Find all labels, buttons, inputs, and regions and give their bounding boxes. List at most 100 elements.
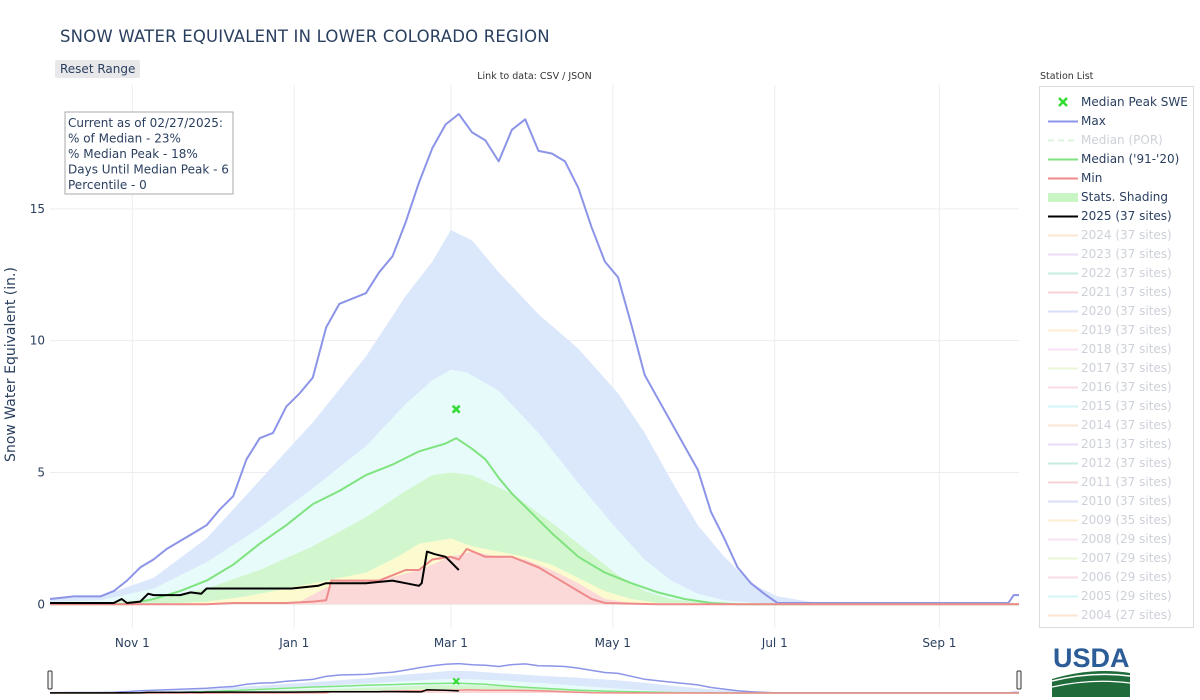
legend-item-2010-37-sites[interactable]: 2010 (37 sites): [1040, 492, 1193, 511]
legend-item-2023-37-sites[interactable]: 2023 (37 sites): [1040, 245, 1193, 264]
legend-symbol: [1048, 291, 1078, 294]
legend-symbol: [1048, 177, 1078, 180]
legend-item-2009-35-sites[interactable]: 2009 (35 sites): [1040, 511, 1193, 530]
legend-item-2019-37-sites[interactable]: 2019 (37 sites): [1040, 321, 1193, 340]
x-tick-label: Mar 1: [434, 636, 468, 650]
legend-symbol: [1048, 443, 1078, 446]
x-tick-label: Jan 1: [278, 636, 309, 650]
legend-label: Median (POR): [1081, 133, 1163, 147]
legend-item-2020-37-sites[interactable]: 2020 (37 sites): [1040, 302, 1193, 321]
legend-item-2015-37-sites[interactable]: 2015 (37 sites): [1040, 397, 1193, 416]
series-line-median-91-20: [50, 437, 1019, 606]
info-box-line: % Median Peak - 18%: [68, 147, 198, 161]
legend-label: 2018 (37 sites): [1081, 342, 1172, 356]
legend-item-median-91-20[interactable]: Median ('91-'20): [1040, 150, 1193, 169]
legend-item-2021-37-sites[interactable]: 2021 (37 sites): [1040, 283, 1193, 302]
legend-label: 2004 (27 sites): [1081, 608, 1172, 622]
legend-item-2024-37-sites[interactable]: 2024 (37 sites): [1040, 226, 1193, 245]
legend-item-2022-37-sites[interactable]: 2022 (37 sites): [1040, 264, 1193, 283]
legend-item-2004-27-sites[interactable]: 2004 (27 sites): [1040, 606, 1193, 625]
legend-symbol: [1048, 405, 1078, 408]
stats-band-p90: [50, 369, 1019, 605]
legend-item-2013-37-sites[interactable]: 2013 (37 sites): [1040, 435, 1193, 454]
range-band-p90: [50, 678, 1019, 693]
info-box-line: Current as of 02/27/2025:: [68, 116, 223, 130]
legend-symbol: [1048, 462, 1078, 465]
legend-symbol: [1048, 519, 1078, 522]
legend-band: [1048, 193, 1078, 202]
y-axis-title: Snow Water Equivalent (in.): [3, 267, 19, 462]
legend-item-median-peak-swe[interactable]: Median Peak SWE: [1040, 93, 1193, 112]
legend-item-2014-37-sites[interactable]: 2014 (37 sites): [1040, 416, 1193, 435]
x-tick-label: Nov 1: [115, 636, 150, 650]
swe-chart[interactable]: Nov 1 Jan 1 Mar 1 May 1 Jul 1 Sep 1 0 5 10 15 Snow…: [0, 0, 1030, 655]
legend-item-2017-37-sites[interactable]: 2017 (37 sites): [1040, 359, 1193, 378]
legend-symbol: [1048, 500, 1078, 503]
range-band-p70: [50, 685, 1019, 693]
legend-item-2008-29-sites[interactable]: 2008 (29 sites): [1040, 530, 1193, 549]
legend-item-2005-29-sites[interactable]: 2005 (29 sites): [1040, 587, 1193, 606]
legend-label: 2025 (37 sites): [1081, 209, 1172, 223]
csv-link[interactable]: CSV: [539, 71, 560, 82]
reset-range-button[interactable]: Reset Range: [55, 60, 141, 78]
legend-item-max[interactable]: Max: [1040, 112, 1193, 131]
legend-label: 2005 (29 sites): [1081, 589, 1172, 603]
y-tick-label: 15: [30, 202, 45, 216]
legend-item-min[interactable]: Min: [1040, 169, 1193, 188]
legend-x-mark: [1058, 97, 1068, 107]
legend-item-2012-37-sites[interactable]: 2012 (37 sites): [1040, 454, 1193, 473]
legend-item-2011-37-sites[interactable]: 2011 (37 sites): [1040, 473, 1193, 492]
x-tick-label: May 1: [595, 636, 631, 650]
legend-symbol: [1048, 329, 1078, 332]
legend-symbol: [1048, 424, 1078, 427]
legend-symbol: [1048, 215, 1078, 218]
legend-symbol: [1048, 158, 1078, 161]
range-slider[interactable]: [0, 658, 1030, 700]
legend-item-2018-37-sites[interactable]: 2018 (37 sites): [1040, 340, 1193, 359]
legend-symbol: [1048, 367, 1078, 370]
y-tick-label: 5: [37, 465, 45, 479]
legend-symbol: [1048, 234, 1078, 237]
legend-label: 2013 (37 sites): [1081, 437, 1172, 451]
legend-symbol: [1048, 348, 1078, 351]
stats-band-min-fill: [50, 551, 1019, 605]
data-link-separator: /: [562, 71, 566, 82]
info-box: Current as of 02/27/2025: % of Median - 2…: [64, 111, 234, 195]
legend-label: 2017 (37 sites): [1081, 361, 1172, 375]
legend-label: 2006 (29 sites): [1081, 570, 1172, 584]
range-handle-right[interactable]: [1016, 670, 1022, 690]
legend-item-2007-29-sites[interactable]: 2007 (29 sites): [1040, 549, 1193, 568]
usda-logo-stripe: [1052, 680, 1131, 688]
info-box-line: Days Until Median Peak - 6: [68, 163, 229, 177]
data-link-prefix: Link to data:: [477, 71, 537, 82]
median-peak-x: [451, 404, 461, 414]
legend-label: 2009 (35 sites): [1081, 513, 1172, 527]
legend-label: 2008 (29 sites): [1081, 532, 1172, 546]
legend-label: Max: [1081, 114, 1106, 128]
info-box-line: Percentile - 0: [68, 178, 147, 192]
median-peak-marker: [451, 404, 461, 414]
legend-symbol: [1048, 253, 1078, 256]
legend-label: 2015 (37 sites): [1081, 399, 1172, 413]
json-link[interactable]: JSON: [568, 71, 592, 82]
legend-label: Median Peak SWE: [1081, 95, 1188, 109]
legend-item-2025-37-sites[interactable]: 2025 (37 sites): [1040, 207, 1193, 226]
legend-symbol: [1048, 120, 1078, 123]
legend-item-stats-shading[interactable]: Stats. Shading: [1040, 188, 1193, 207]
legend-symbol: [1048, 139, 1078, 142]
legend: Median Peak SWE Max Median (POR) Median ('9…: [1039, 86, 1194, 628]
usda-logo: USDA: [1052, 643, 1131, 697]
legend-symbol: [1048, 576, 1078, 579]
range-handle-left[interactable]: [47, 670, 53, 690]
legend-item-median-por[interactable]: Median (POR): [1040, 131, 1193, 150]
y-tick-label: 10: [30, 334, 45, 348]
legend-symbol: [1048, 557, 1078, 560]
legend-label: 2012 (37 sites): [1081, 456, 1172, 470]
legend-item-2016-37-sites[interactable]: 2016 (37 sites): [1040, 378, 1193, 397]
legend-label: 2011 (37 sites): [1081, 475, 1172, 489]
legend-label: 2010 (37 sites): [1081, 494, 1172, 508]
legend-item-2006-29-sites[interactable]: 2006 (29 sites): [1040, 568, 1193, 587]
info-box-line: % of Median - 23%: [68, 132, 181, 146]
legend-symbol: [1048, 595, 1078, 598]
legend-label: 2016 (37 sites): [1081, 380, 1172, 394]
